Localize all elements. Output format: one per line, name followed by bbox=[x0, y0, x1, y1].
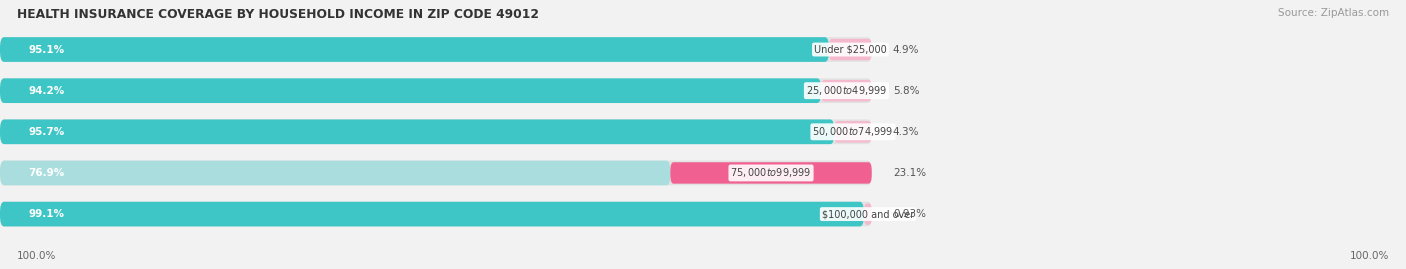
Text: 4.3%: 4.3% bbox=[893, 127, 920, 137]
FancyBboxPatch shape bbox=[0, 202, 863, 226]
FancyBboxPatch shape bbox=[863, 203, 872, 225]
FancyBboxPatch shape bbox=[0, 78, 872, 103]
Text: 76.9%: 76.9% bbox=[28, 168, 65, 178]
Text: $100,000 and over: $100,000 and over bbox=[821, 209, 914, 219]
Text: 95.1%: 95.1% bbox=[28, 45, 65, 55]
Text: Under $25,000: Under $25,000 bbox=[814, 45, 887, 55]
Text: 100.0%: 100.0% bbox=[1350, 251, 1389, 261]
FancyBboxPatch shape bbox=[821, 80, 872, 101]
Text: 5.8%: 5.8% bbox=[893, 86, 920, 96]
FancyBboxPatch shape bbox=[0, 119, 872, 144]
Text: 4.9%: 4.9% bbox=[893, 45, 920, 55]
FancyBboxPatch shape bbox=[830, 39, 872, 60]
Text: 0.93%: 0.93% bbox=[893, 209, 927, 219]
FancyBboxPatch shape bbox=[0, 78, 821, 103]
Text: 100.0%: 100.0% bbox=[17, 251, 56, 261]
Text: 99.1%: 99.1% bbox=[28, 209, 65, 219]
Text: Source: ZipAtlas.com: Source: ZipAtlas.com bbox=[1278, 8, 1389, 18]
FancyBboxPatch shape bbox=[0, 119, 834, 144]
FancyBboxPatch shape bbox=[0, 161, 671, 185]
FancyBboxPatch shape bbox=[671, 162, 872, 184]
FancyBboxPatch shape bbox=[0, 37, 872, 62]
FancyBboxPatch shape bbox=[0, 202, 872, 226]
FancyBboxPatch shape bbox=[834, 121, 872, 143]
Text: HEALTH INSURANCE COVERAGE BY HOUSEHOLD INCOME IN ZIP CODE 49012: HEALTH INSURANCE COVERAGE BY HOUSEHOLD I… bbox=[17, 8, 538, 21]
Text: $75,000 to $99,999: $75,000 to $99,999 bbox=[731, 167, 811, 179]
FancyBboxPatch shape bbox=[0, 37, 830, 62]
Text: $25,000 to $49,999: $25,000 to $49,999 bbox=[806, 84, 887, 97]
Text: 95.7%: 95.7% bbox=[28, 127, 65, 137]
Text: 94.2%: 94.2% bbox=[28, 86, 65, 96]
Text: 23.1%: 23.1% bbox=[893, 168, 927, 178]
Text: $50,000 to $74,999: $50,000 to $74,999 bbox=[813, 125, 894, 138]
FancyBboxPatch shape bbox=[0, 161, 872, 185]
